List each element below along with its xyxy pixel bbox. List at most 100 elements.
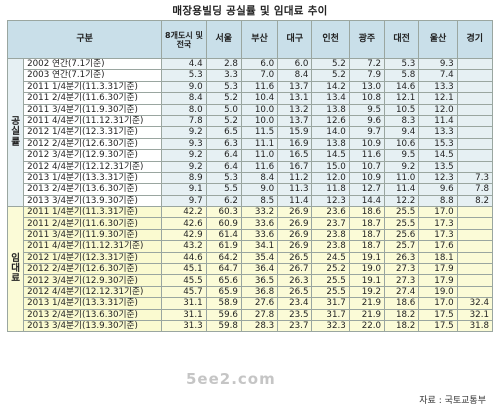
value-cell: 19.0	[348, 263, 386, 276]
column-header-national: 8개도시 및 전국	[161, 20, 207, 59]
table-row: 2013 2/4분기(13.6.30기준) 31.1 59.6 27.8 23.5 31.…	[8, 308, 494, 322]
value-cell: 25.6	[384, 228, 420, 242]
value-cell: 9.6	[348, 114, 386, 128]
watermark: 5ee2.com	[186, 370, 276, 388]
value-cell	[456, 69, 494, 82]
value-cell: 26.5	[277, 285, 313, 299]
value-cell: 7.8	[161, 114, 207, 128]
value-cell: 25.5	[311, 274, 350, 287]
value-cell: 64.2	[205, 251, 242, 265]
value-cell: 9.7	[348, 126, 386, 139]
value-cell: 26.3	[384, 251, 420, 265]
value-cell: 13.0	[348, 80, 386, 94]
value-cell: 26.9	[277, 240, 313, 253]
value-cell: 9.4	[384, 126, 420, 139]
row-label: 2002 연간(7.1기준)	[23, 57, 163, 71]
value-cell: 14.6	[384, 80, 420, 94]
value-cell: 18.1	[418, 251, 458, 265]
value-cell: 64.7	[205, 263, 242, 276]
value-cell: 8.4	[277, 69, 313, 82]
value-cell: 7.0	[240, 69, 279, 82]
value-cell	[456, 217, 494, 230]
value-cell: 27.4	[384, 285, 420, 299]
value-cell: 13.8	[311, 103, 350, 116]
value-cell: 17.5	[418, 319, 458, 333]
value-cell: 42.6	[161, 217, 207, 230]
value-cell: 10.0	[240, 114, 279, 128]
value-cell	[456, 228, 494, 242]
value-cell: 6.4	[205, 160, 242, 173]
row-label: 2013 3/4분기(13.9.30기준)	[23, 194, 163, 208]
value-cell: 8.5	[240, 194, 279, 208]
value-cell: 23.7	[311, 217, 350, 230]
value-cell: 5.8	[384, 69, 420, 82]
row-label: 2003 연간(7.1기준)	[23, 69, 163, 82]
value-cell: 2.8	[205, 57, 242, 71]
value-cell: 26.5	[277, 251, 313, 265]
value-cell: 15.0	[311, 160, 350, 173]
value-cell: 14.5	[311, 149, 350, 162]
table-row: 2012 2/4분기(12.6.30기준) 45.1 64.7 36.4 26.7 25.…	[8, 263, 494, 276]
value-cell: 10.4	[240, 92, 279, 105]
value-cell: 11.6	[348, 149, 386, 162]
value-cell	[456, 57, 494, 71]
value-cell: 31.7	[311, 297, 350, 310]
value-cell	[456, 263, 494, 276]
row-label: 2012 4/4분기(12.12.31기준)	[23, 285, 163, 299]
value-cell: 9.5	[384, 149, 420, 162]
table-row: 2012 4/4분기(12.12.31기준) 45.7 65.9 36.8 26.5 25…	[8, 285, 494, 299]
row-label: 2012 4/4분기(12.12.31기준)	[23, 160, 163, 173]
value-cell: 6.4	[205, 149, 242, 162]
column-header-daegu: 대구	[277, 20, 313, 59]
table-row: 2013 1/4분기(13.3.31기준) 31.1 58.9 27.6 23.4 31.…	[8, 297, 494, 310]
value-cell: 12.1	[384, 92, 420, 105]
value-cell: 11.4	[418, 114, 458, 128]
row-label: 2011 2/4분기(11.6.30기준)	[23, 92, 163, 105]
value-cell: 43.2	[161, 240, 207, 253]
value-cell: 4.4	[161, 57, 207, 71]
value-cell: 9.3	[418, 57, 458, 71]
value-cell: 18.7	[348, 228, 386, 242]
value-cell: 13.3	[418, 80, 458, 94]
value-cell: 18.2	[384, 319, 420, 333]
value-cell: 10.9	[348, 171, 386, 185]
value-cell: 17.3	[418, 217, 458, 230]
value-cell: 23.7	[277, 319, 313, 333]
value-cell: 12.6	[311, 114, 350, 128]
table-row: 2011 3/4분기(11.9.30기준) 42.9 61.4 33.6 26.9 23.…	[8, 228, 494, 242]
value-cell	[456, 149, 494, 162]
value-cell: 12.1	[418, 92, 458, 105]
value-cell: 7.9	[348, 69, 386, 82]
value-cell: 36.4	[240, 263, 279, 276]
value-cell: 11.6	[240, 160, 279, 173]
value-cell: 59.6	[205, 308, 242, 322]
value-cell: 28.3	[240, 319, 279, 333]
value-cell	[456, 137, 494, 151]
column-header-ulsan: 울산	[418, 20, 458, 59]
row-label: 2013 1/4분기(13.3.31기준)	[23, 171, 163, 185]
value-cell: 16.5	[277, 149, 313, 162]
value-cell: 19.2	[348, 285, 386, 299]
table-row: 2011 2/4분기(11.6.30기준) 8.4 5.2 10.4 13.1 13.4 1…	[8, 92, 494, 105]
value-cell: 11.4	[277, 194, 313, 208]
value-cell: 32.4	[456, 297, 494, 310]
value-cell: 31.3	[161, 319, 207, 333]
value-cell: 5.0	[205, 103, 242, 116]
table-row: 2013 2/4분기(13.6.30기준) 9.1 5.5 9.0 11.3 11.8 12…	[8, 183, 494, 196]
value-cell: 45.7	[161, 285, 207, 299]
value-cell: 14.2	[311, 80, 350, 94]
value-cell: 26.7	[277, 263, 313, 276]
value-cell: 65.9	[205, 285, 242, 299]
value-cell: 13.2	[277, 103, 313, 116]
value-cell	[456, 251, 494, 265]
value-cell: 24.5	[311, 251, 350, 265]
column-header-busan: 부산	[240, 20, 279, 59]
value-cell: 36.5	[240, 274, 279, 287]
value-cell: 5.3	[205, 171, 242, 185]
value-cell: 6.2	[205, 194, 242, 208]
value-cell: 8.3	[384, 114, 420, 128]
value-cell: 18.6	[348, 206, 386, 219]
value-cell: 12.0	[418, 103, 458, 116]
value-cell: 19.1	[348, 274, 386, 287]
